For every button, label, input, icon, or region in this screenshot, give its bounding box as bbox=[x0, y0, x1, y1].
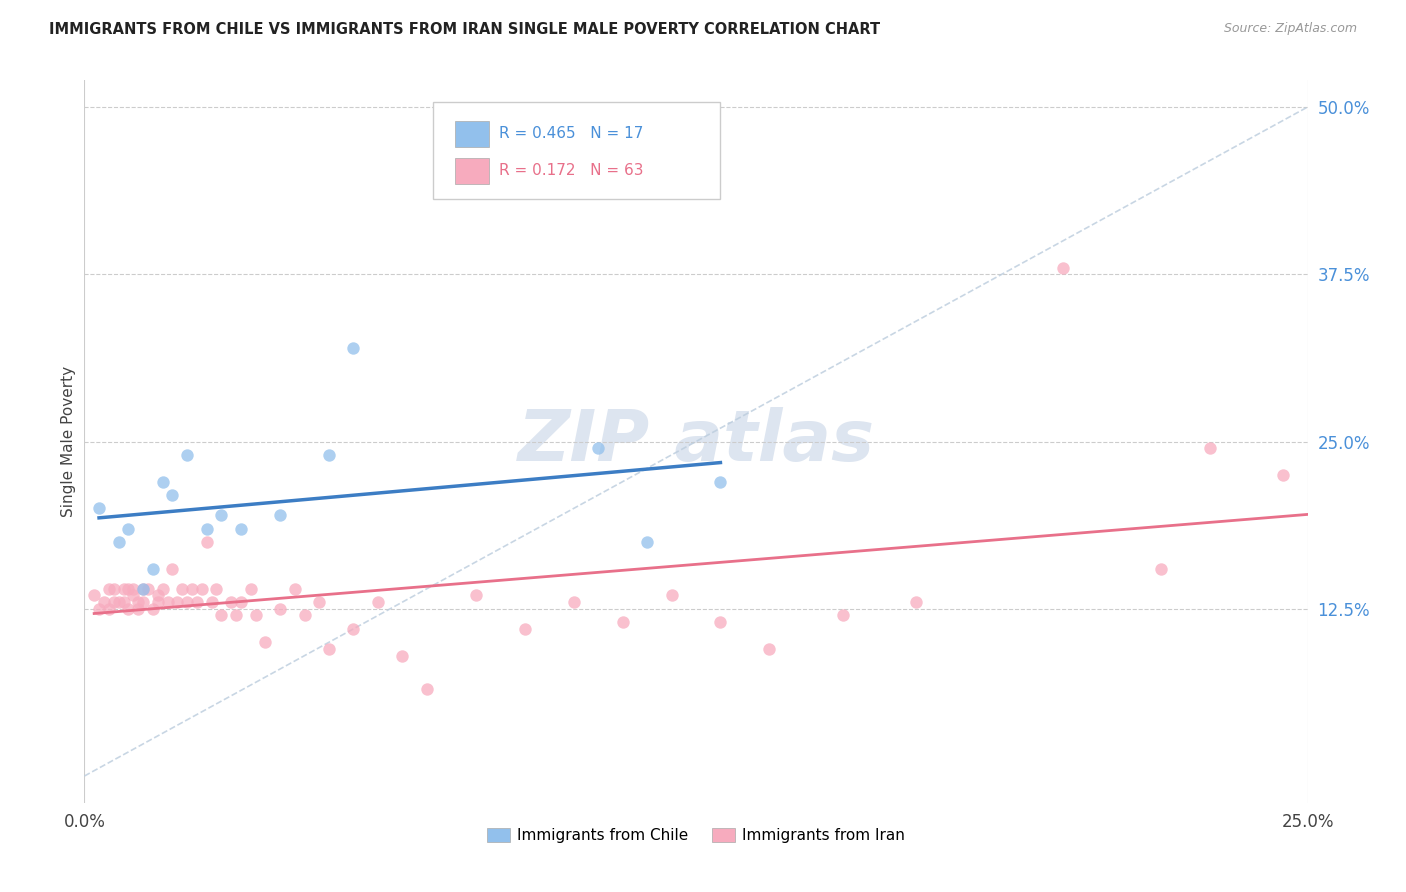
Point bbox=[132, 582, 155, 596]
Point bbox=[342, 341, 364, 355]
Point bbox=[284, 582, 307, 596]
Point bbox=[195, 521, 218, 535]
Text: R = 0.172   N = 63: R = 0.172 N = 63 bbox=[499, 163, 644, 178]
Point bbox=[391, 648, 413, 663]
Point bbox=[464, 589, 486, 603]
Point bbox=[269, 508, 291, 523]
Point bbox=[367, 595, 389, 609]
Point bbox=[416, 681, 439, 696]
Point bbox=[132, 595, 155, 609]
FancyBboxPatch shape bbox=[433, 102, 720, 200]
Point bbox=[294, 608, 316, 623]
Point bbox=[195, 535, 218, 549]
Point bbox=[1198, 442, 1220, 455]
Point bbox=[152, 582, 174, 596]
Point bbox=[166, 595, 188, 609]
Point bbox=[87, 501, 110, 516]
Point bbox=[905, 595, 928, 609]
Point bbox=[200, 595, 222, 609]
Point bbox=[176, 448, 198, 462]
Point bbox=[205, 582, 228, 596]
Y-axis label: Single Male Poverty: Single Male Poverty bbox=[60, 366, 76, 517]
Point bbox=[142, 602, 165, 616]
Text: Source: ZipAtlas.com: Source: ZipAtlas.com bbox=[1223, 22, 1357, 36]
Point bbox=[122, 582, 145, 596]
Point bbox=[117, 602, 139, 616]
Point bbox=[162, 488, 184, 502]
Point bbox=[117, 521, 139, 535]
Point bbox=[97, 582, 120, 596]
Legend: Immigrants from Chile, Immigrants from Iran: Immigrants from Chile, Immigrants from I… bbox=[481, 822, 911, 849]
Point bbox=[172, 582, 194, 596]
Point bbox=[146, 589, 169, 603]
Point bbox=[239, 582, 262, 596]
Point bbox=[245, 608, 267, 623]
Point bbox=[308, 595, 330, 609]
Point bbox=[103, 582, 125, 596]
Point bbox=[87, 602, 110, 616]
FancyBboxPatch shape bbox=[456, 120, 489, 146]
Text: R = 0.465   N = 17: R = 0.465 N = 17 bbox=[499, 126, 644, 141]
Point bbox=[127, 602, 149, 616]
Point bbox=[225, 608, 247, 623]
Point bbox=[1052, 260, 1074, 275]
Point bbox=[758, 642, 780, 657]
Point bbox=[136, 582, 159, 596]
Point bbox=[186, 595, 208, 609]
Point bbox=[176, 595, 198, 609]
Point bbox=[103, 595, 125, 609]
Point bbox=[127, 595, 149, 609]
Text: IMMIGRANTS FROM CHILE VS IMMIGRANTS FROM IRAN SINGLE MALE POVERTY CORRELATION CH: IMMIGRANTS FROM CHILE VS IMMIGRANTS FROM… bbox=[49, 22, 880, 37]
Point bbox=[146, 595, 169, 609]
Point bbox=[1272, 467, 1295, 482]
Point bbox=[97, 602, 120, 616]
Point bbox=[181, 582, 204, 596]
Point bbox=[117, 582, 139, 596]
Point bbox=[831, 608, 853, 623]
Point bbox=[636, 535, 658, 549]
Point bbox=[112, 595, 135, 609]
Point bbox=[122, 589, 145, 603]
Point bbox=[142, 562, 165, 576]
Point bbox=[191, 582, 214, 596]
Point bbox=[612, 615, 634, 630]
Point bbox=[209, 608, 232, 623]
Point bbox=[342, 622, 364, 636]
Point bbox=[162, 562, 184, 576]
Point bbox=[107, 595, 129, 609]
Point bbox=[93, 595, 115, 609]
Point bbox=[229, 521, 252, 535]
Point bbox=[1150, 562, 1173, 576]
Point bbox=[83, 589, 105, 603]
Point bbox=[586, 442, 609, 455]
Point bbox=[132, 582, 155, 596]
Point bbox=[562, 595, 585, 609]
Point bbox=[513, 622, 536, 636]
FancyBboxPatch shape bbox=[456, 158, 489, 184]
Point bbox=[107, 535, 129, 549]
Point bbox=[269, 602, 291, 616]
Point bbox=[254, 635, 277, 649]
Point bbox=[112, 582, 135, 596]
Point bbox=[661, 589, 683, 603]
Point bbox=[709, 475, 731, 489]
Point bbox=[152, 475, 174, 489]
Point bbox=[318, 448, 340, 462]
Point bbox=[209, 508, 232, 523]
Point bbox=[318, 642, 340, 657]
Point bbox=[219, 595, 242, 609]
Point bbox=[709, 615, 731, 630]
Point bbox=[156, 595, 179, 609]
Text: ZIP atlas: ZIP atlas bbox=[517, 407, 875, 476]
Point bbox=[229, 595, 252, 609]
